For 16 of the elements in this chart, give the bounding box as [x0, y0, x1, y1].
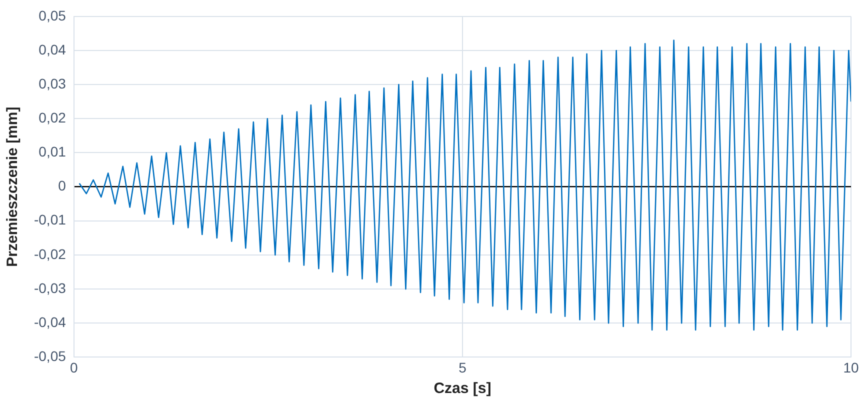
- x-tick-label: 10: [843, 359, 859, 376]
- y-tick-label: -0,05: [34, 348, 66, 364]
- x-axis-title: Czas [s]: [434, 380, 492, 398]
- y-tick-label: 0,02: [38, 110, 66, 126]
- y-tick-label: -0,03: [34, 280, 66, 296]
- y-tick-label: 0: [58, 178, 66, 194]
- y-tick-label: -0,04: [34, 314, 66, 330]
- y-axis-title: Przemieszczenie [mm]: [4, 106, 22, 267]
- x-tick-label: 5: [458, 359, 467, 376]
- x-tick-label: 0: [70, 359, 78, 376]
- y-tick-label: 0,04: [38, 41, 66, 58]
- y-tick-label: 0,01: [38, 144, 66, 160]
- y-tick-label: 0,05: [38, 7, 66, 24]
- y-tick-label: -0,02: [34, 246, 66, 262]
- y-tick-label: -0,01: [34, 212, 66, 228]
- y-tick-label: 0,03: [38, 75, 66, 92]
